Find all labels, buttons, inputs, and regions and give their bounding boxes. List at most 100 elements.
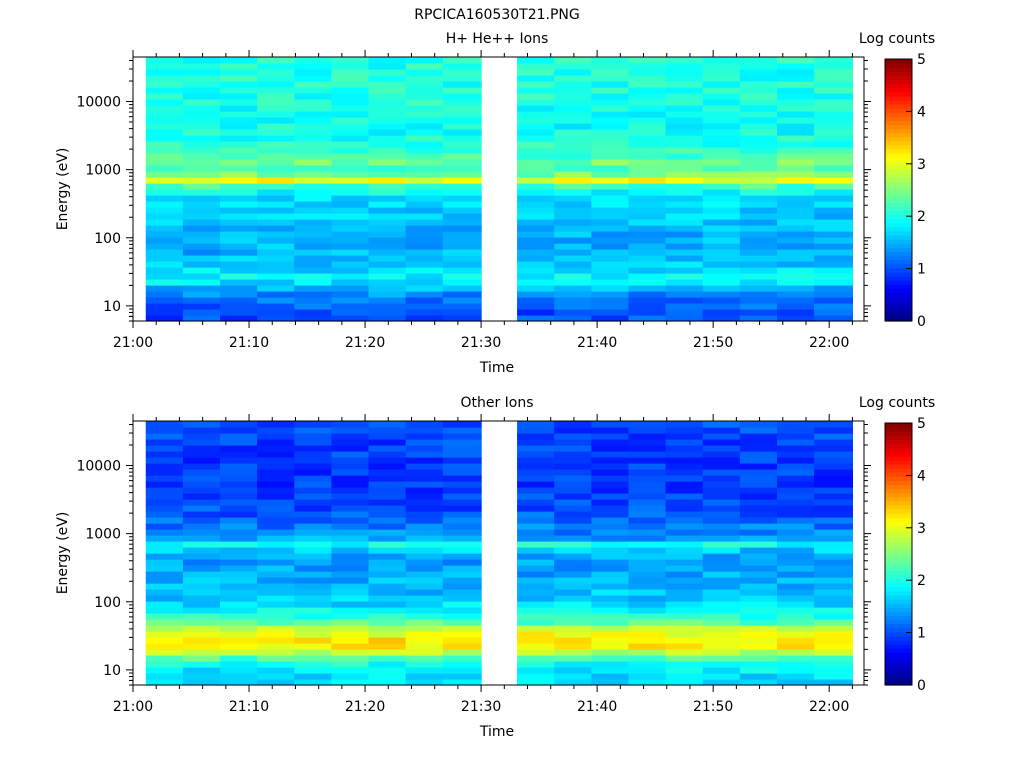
heatmap-cell [702, 135, 741, 142]
heatmap-cell [182, 679, 221, 686]
heatmap-cell [182, 267, 221, 274]
heatmap-cell [517, 81, 555, 88]
heatmap-cell [628, 463, 667, 470]
heatmap-cell [776, 679, 815, 686]
heatmap-cell [814, 195, 853, 202]
heatmap-cell [442, 523, 482, 530]
heatmap-cell [182, 261, 221, 268]
heatmap-cell [220, 291, 258, 298]
heatmap-cell [665, 643, 704, 650]
heatmap-cell [145, 135, 184, 142]
colorbar-segment [885, 218, 912, 224]
heatmap-cell [294, 195, 333, 202]
heatmap-cell [257, 273, 295, 280]
colorbar-segment [885, 623, 912, 629]
heatmap-cell [554, 577, 592, 584]
heatmap-cell [257, 57, 295, 64]
heatmap-cell [628, 571, 667, 578]
heatmap-cell [405, 445, 444, 452]
heatmap-cell [628, 667, 667, 674]
heatmap-cell [628, 309, 667, 316]
heatmap-cell [368, 123, 407, 130]
heatmap-cell [814, 207, 853, 214]
heatmap-cell [739, 661, 778, 668]
heatmap-cell [776, 147, 815, 154]
heatmap-cell [368, 177, 407, 184]
heatmap-cell [702, 201, 741, 208]
colorbar-segment [885, 570, 912, 576]
colorbar-segment [885, 545, 912, 551]
heatmap-cell [591, 553, 630, 560]
heatmap-cell [368, 553, 407, 560]
heatmap-cell [405, 279, 444, 286]
heatmap-cell [331, 195, 370, 202]
heatmap-cell [294, 577, 333, 584]
heatmap-cell [591, 625, 630, 632]
heatmap-cell [702, 649, 741, 656]
heatmap-cell [294, 571, 333, 578]
heatmap-cell [257, 135, 295, 142]
heatmap-cell [442, 481, 482, 488]
heatmap-cell [257, 81, 295, 88]
heatmap-cell [517, 123, 555, 130]
heatmap-cell [182, 673, 221, 680]
heatmap-cell [665, 457, 704, 464]
heatmap-cell [591, 153, 630, 160]
heatmap-cell [554, 159, 592, 166]
colorbar-tick-label: 4 [917, 104, 926, 120]
heatmap-cell [628, 505, 667, 512]
heatmap-cell [776, 225, 815, 232]
colorbar-segment [885, 271, 912, 277]
heatmap-cell [442, 559, 482, 566]
heatmap-cell [405, 57, 444, 64]
heatmap-cell [257, 589, 295, 596]
heatmap-cell [628, 547, 667, 554]
heatmap-cell [294, 487, 333, 494]
heatmap-cell [739, 643, 778, 650]
colorbar-segment [885, 435, 912, 440]
heatmap-cell [220, 631, 258, 638]
heatmap-cell [294, 243, 333, 250]
heatmap-cell [702, 469, 741, 476]
heatmap-cell [554, 183, 592, 190]
heatmap-cell [257, 469, 295, 476]
heatmap-cell [257, 529, 295, 536]
heatmap-cell [554, 673, 592, 680]
heatmap-cell [702, 421, 741, 428]
heatmap-cell [554, 595, 592, 602]
heatmap-cell [739, 463, 778, 470]
heatmap-cell [257, 667, 295, 674]
colorbar-segment [885, 513, 912, 518]
heatmap-cell [442, 189, 482, 196]
colorbar-segment [885, 132, 912, 138]
heatmap-cell [220, 225, 258, 232]
heatmap-cell [442, 553, 482, 560]
heatmap-cell [702, 189, 741, 196]
heatmap-cell [182, 541, 221, 548]
heatmap-cell [517, 445, 555, 452]
heatmap-cell [368, 105, 407, 112]
heatmap-cell [591, 565, 630, 572]
heatmap-cell [517, 111, 555, 118]
heatmap-cell [628, 583, 667, 590]
heatmap-cell [517, 69, 555, 76]
heatmap-cell [814, 177, 853, 184]
heatmap-cell [145, 267, 184, 274]
heatmap-cell [517, 469, 555, 476]
heatmap-cell [665, 135, 704, 142]
heatmap-cell [331, 303, 370, 310]
heatmap-cell [739, 475, 778, 482]
heatmap-cell [628, 267, 667, 274]
heatmap-cell [257, 99, 295, 106]
heatmap-cell [517, 141, 555, 148]
heatmap-cell [294, 63, 333, 70]
heatmap-cell [665, 249, 704, 256]
heatmap-cell [517, 673, 555, 680]
heatmap-cell [554, 81, 592, 88]
heatmap-cell [182, 499, 221, 506]
heatmap-cell [442, 135, 482, 142]
heatmap-cell [739, 219, 778, 226]
heatmap-cell [145, 643, 184, 650]
heatmap-cell [554, 529, 592, 536]
heatmap-cell [294, 291, 333, 298]
